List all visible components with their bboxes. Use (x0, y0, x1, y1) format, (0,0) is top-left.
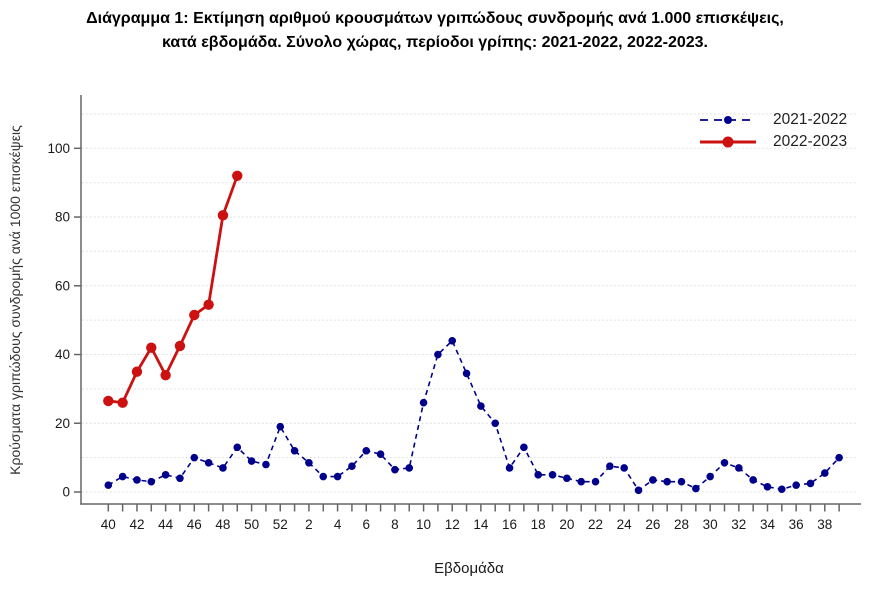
svg-text:36: 36 (789, 517, 804, 532)
y-axis-label: Κρούσματα γριπώδους συνδρομής ανά 1000 ε… (7, 125, 23, 475)
svg-text:22: 22 (588, 517, 603, 532)
svg-text:100: 100 (47, 141, 70, 156)
svg-text:80: 80 (55, 210, 70, 225)
legend-item-2021-2022: 2021-2022 (697, 109, 847, 130)
svg-text:10: 10 (416, 517, 431, 532)
svg-text:6: 6 (362, 517, 370, 532)
legend-marker-dashed-line-icon (700, 115, 756, 124)
svg-text:42: 42 (129, 517, 144, 532)
svg-text:20: 20 (559, 517, 574, 532)
svg-text:48: 48 (215, 517, 230, 532)
svg-text:26: 26 (645, 517, 660, 532)
svg-text:34: 34 (760, 517, 776, 532)
svg-text:44: 44 (158, 517, 174, 532)
svg-text:60: 60 (55, 278, 70, 293)
svg-text:0: 0 (62, 485, 70, 500)
svg-text:24: 24 (617, 517, 633, 532)
legend-label-2022-2023: 2022-2023 (773, 132, 848, 150)
legend-marker-solid-line-icon (700, 136, 756, 147)
svg-text:38: 38 (817, 517, 832, 532)
svg-text:4: 4 (334, 517, 342, 532)
svg-text:40: 40 (101, 517, 116, 532)
legend: 2021-2022 2022-2023 (697, 109, 847, 152)
svg-text:20: 20 (55, 416, 70, 431)
svg-text:52: 52 (273, 517, 288, 532)
y-axis-label-strip: Κρούσματα γριπώδους συνδρομής ανά 1000 ε… (0, 95, 30, 505)
svg-text:50: 50 (244, 517, 259, 532)
chart-title-line1: Διάγραμμα 1: Εκτίμηση αριθμού κρουσμάτων… (86, 10, 784, 27)
svg-text:12: 12 (445, 517, 460, 532)
svg-text:16: 16 (502, 517, 517, 532)
chart-title-line2: κατά εβδομάδα. Σύνολο χώρας, περίοδοι γρ… (162, 34, 708, 51)
svg-text:14: 14 (473, 517, 489, 532)
svg-text:40: 40 (55, 347, 70, 362)
svg-text:28: 28 (674, 517, 689, 532)
svg-text:46: 46 (187, 517, 202, 532)
legend-item-2022-2023: 2022-2023 (697, 131, 847, 152)
svg-text:8: 8 (391, 517, 399, 532)
svg-text:2: 2 (305, 517, 313, 532)
x-axis-label: Εβδομάδα (434, 560, 504, 577)
legend-label-2021-2022: 2021-2022 (773, 110, 848, 128)
svg-text:32: 32 (731, 517, 746, 532)
svg-text:18: 18 (531, 517, 546, 532)
chart-title: Διάγραμμα 1: Εκτίμηση αριθμού κρουσμάτων… (0, 7, 870, 55)
svg-text:30: 30 (703, 517, 718, 532)
